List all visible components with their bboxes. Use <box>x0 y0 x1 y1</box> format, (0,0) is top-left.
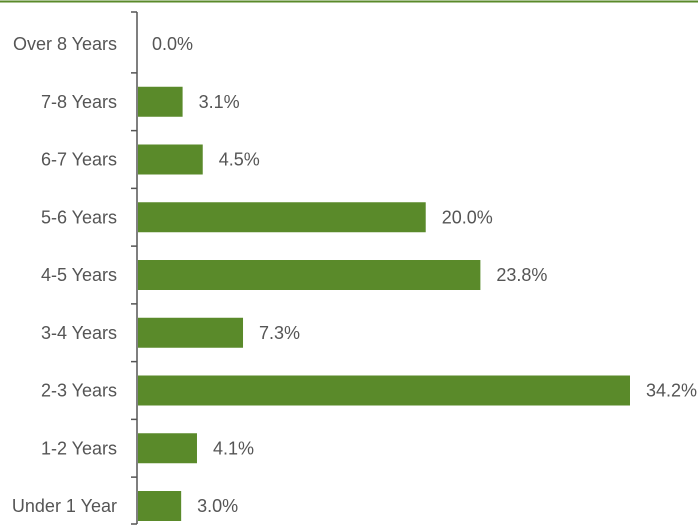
value-label: 0.0% <box>152 34 193 54</box>
bar <box>138 317 244 348</box>
value-label: 4.5% <box>219 150 260 170</box>
category-label: 4-5 Years <box>41 265 117 285</box>
value-label: 23.8% <box>496 265 547 285</box>
category-label: Under 1 Year <box>12 496 117 516</box>
bar <box>138 375 630 406</box>
bar <box>138 433 197 464</box>
category-label: 1-2 Years <box>41 438 117 458</box>
category-label: 5-6 Years <box>41 207 117 227</box>
bar <box>138 260 481 290</box>
category-label: 7-8 Years <box>41 92 117 112</box>
y-axis-ticks <box>131 11 137 525</box>
category-label: 2-3 Years <box>41 381 117 401</box>
value-label: 7.3% <box>259 323 300 343</box>
category-label: 3-4 Years <box>41 323 117 343</box>
bar <box>138 202 426 233</box>
bar <box>138 491 182 521</box>
category-label: Over 8 Years <box>13 34 117 54</box>
value-label: 4.1% <box>213 438 254 458</box>
bar <box>138 86 183 117</box>
value-labels: 0.0% 3.1% 4.5% 20.0% 23.8% 7.3% 34.2% 4.1% 3.0% <box>152 34 697 516</box>
bars-group <box>138 86 630 521</box>
value-label: 20.0% <box>442 207 493 227</box>
category-labels: Over 8 Years 7-8 Years 6-7 Years 5-6 Years 4… <box>12 34 117 516</box>
bar <box>138 144 203 175</box>
value-label: 3.1% <box>199 92 240 112</box>
category-label: 6-7 Years <box>41 150 117 170</box>
value-label: 3.0% <box>197 496 238 516</box>
value-label: 34.2% <box>646 381 697 401</box>
